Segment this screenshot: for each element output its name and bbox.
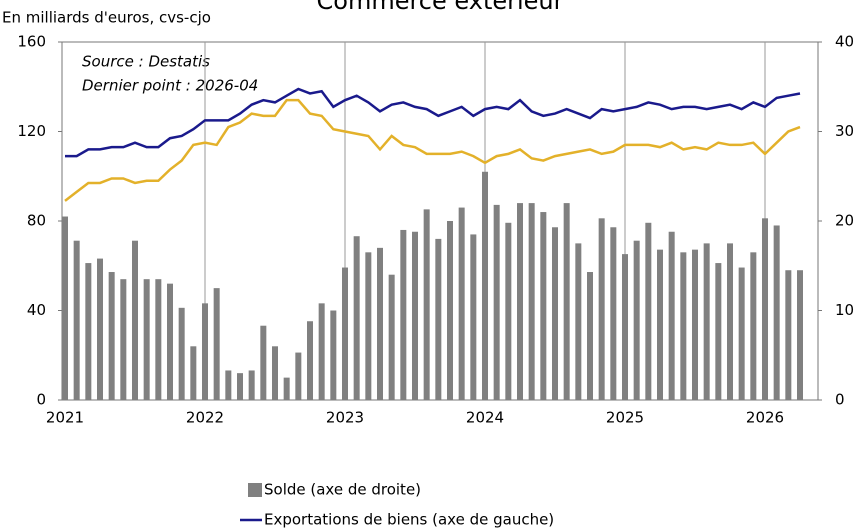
bar — [458, 207, 465, 400]
y-tick-label: 40 — [27, 301, 46, 319]
legend-swatch — [248, 483, 262, 497]
bar — [598, 218, 605, 400]
bar — [552, 227, 558, 400]
bar — [575, 243, 582, 400]
bar — [97, 258, 103, 400]
bar — [773, 225, 780, 400]
bar — [85, 263, 92, 400]
bar — [260, 325, 267, 400]
bar — [715, 263, 722, 400]
bar — [307, 321, 313, 400]
bar — [272, 346, 278, 400]
bar — [423, 209, 430, 400]
bar — [73, 240, 80, 400]
bar — [703, 243, 710, 400]
bar — [622, 254, 628, 400]
bar — [668, 231, 675, 400]
y-axis-label: En milliards d'euros, cvs-cjo — [2, 9, 211, 27]
bar — [447, 221, 453, 400]
y2-tick-label: 20 — [835, 212, 854, 230]
bar — [295, 352, 302, 400]
bar — [62, 216, 68, 400]
bar — [505, 222, 512, 400]
y-tick-label: 0 — [36, 391, 46, 409]
bar — [517, 203, 523, 400]
y2-tick-label: 30 — [835, 122, 854, 140]
bar — [190, 346, 197, 400]
bar — [797, 270, 803, 400]
bar — [377, 247, 383, 400]
y-tick-label: 160 — [17, 33, 46, 51]
bar — [727, 243, 733, 400]
bar — [167, 283, 173, 400]
bar — [785, 270, 792, 400]
x-tick-label: 2022 — [186, 409, 224, 427]
bar — [750, 252, 757, 400]
bar — [248, 370, 255, 400]
bar — [400, 229, 407, 400]
bar — [692, 249, 698, 400]
x-tick-label: 2026 — [746, 409, 784, 427]
bar — [435, 238, 442, 400]
bar — [283, 377, 290, 400]
y2-tick-label: 0 — [835, 391, 845, 409]
bar — [353, 236, 360, 400]
x-tick-label: 2025 — [606, 409, 644, 427]
line — [64, 98, 801, 202]
bar — [330, 310, 337, 400]
bar — [318, 303, 325, 400]
x-tick-label: 2023 — [326, 409, 364, 427]
bar — [412, 231, 418, 400]
bar — [762, 218, 768, 400]
bar — [225, 370, 232, 400]
bar — [657, 249, 663, 400]
bar — [120, 279, 127, 400]
bar — [470, 234, 477, 400]
bar — [563, 203, 570, 400]
bar — [143, 279, 150, 400]
bar — [493, 204, 500, 400]
y2-tick-label: 10 — [835, 301, 854, 319]
line — [65, 87, 801, 158]
annotation: Dernier point : 2026-04 — [82, 77, 258, 95]
x-tick-label: 2021 — [46, 409, 84, 427]
bar — [132, 240, 138, 400]
bar — [540, 212, 547, 400]
y-tick-label: 80 — [27, 212, 46, 230]
bar — [108, 272, 115, 400]
bar — [213, 288, 220, 400]
legend-label: Solde (axe de droite) — [264, 481, 421, 499]
bar — [610, 227, 617, 400]
y2-tick-label: 40 — [835, 33, 854, 51]
annotation: Source : Destatis — [82, 53, 210, 71]
bar — [388, 274, 395, 400]
bar — [202, 303, 208, 400]
bar — [738, 267, 745, 400]
bar — [365, 252, 372, 400]
bar — [237, 373, 243, 400]
bar — [587, 272, 593, 400]
bar — [633, 240, 640, 400]
chart-title: Commerce extérieur — [317, 0, 564, 15]
bar — [680, 252, 687, 400]
bar — [155, 279, 162, 400]
bar — [645, 222, 652, 400]
y-tick-label: 120 — [17, 122, 46, 140]
bar — [342, 267, 348, 400]
legend-label: Exportations de biens (axe de gauche) — [264, 511, 554, 529]
bar — [528, 203, 535, 400]
x-tick-label: 2024 — [466, 409, 504, 427]
bar — [178, 307, 185, 400]
bar — [482, 171, 488, 400]
